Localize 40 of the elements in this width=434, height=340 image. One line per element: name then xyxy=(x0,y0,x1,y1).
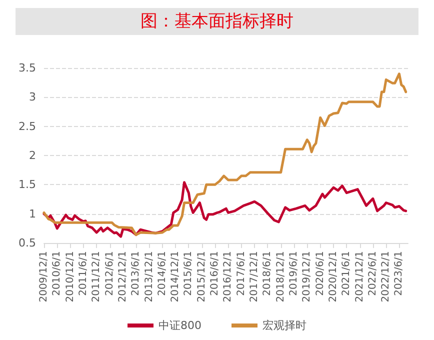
x-tick-label: 2014/6/1 xyxy=(156,251,168,296)
x-tick-label: 2009/12/1 xyxy=(38,251,50,302)
x-tick-label: 2020/6/1 xyxy=(314,251,326,296)
x-tick-label: 2016/12/1 xyxy=(222,251,234,302)
x-tick-label: 2011/12/1 xyxy=(91,251,102,302)
line-series xyxy=(42,72,408,236)
x-tick-label: 2017/12/1 xyxy=(249,251,260,302)
x-tick-label: 2022/6/1 xyxy=(367,251,378,296)
x-tick-label: 2010/12/1 xyxy=(64,251,76,302)
y-tick-label: 1 xyxy=(29,207,36,220)
x-tick-label: 2019/12/1 xyxy=(302,251,313,302)
x-tick-label: 2013/6/1 xyxy=(130,251,142,296)
x-tick-label: 2018/6/1 xyxy=(262,251,274,296)
y-tick-label: 2 xyxy=(29,149,36,162)
x-tick-label: 2010/6/1 xyxy=(52,251,63,296)
x-tick-label: 2023/6/1 xyxy=(394,251,405,296)
x-tick-label: 2015/6/1 xyxy=(183,251,194,296)
y-tick-label: 2.5 xyxy=(18,120,36,133)
legend-label: 中证800 xyxy=(158,319,202,332)
x-tick-label: 2012/12/1 xyxy=(117,251,128,302)
chart-title: 图：基本面指标择时 xyxy=(140,12,294,32)
x-tick-label: 2015/12/1 xyxy=(196,251,208,302)
x-tick-label: 2019/6/1 xyxy=(288,251,300,296)
x-tick-label: 2021/6/1 xyxy=(341,251,352,296)
x-tick-label: 2022/12/1 xyxy=(380,251,392,302)
y-tick-label: 3 xyxy=(29,90,36,104)
x-tick-label: 2013/12/1 xyxy=(144,251,155,302)
x-tick-label: 2016/6/1 xyxy=(210,251,221,296)
x-tick-label: 2011/6/1 xyxy=(78,251,89,296)
x-tick-label: 2012/6/1 xyxy=(104,251,116,296)
y-tick-label: 1.5 xyxy=(18,178,36,192)
legend-label: 宏观择时 xyxy=(262,319,306,332)
y-tick-label: 3.5 xyxy=(18,62,36,74)
x-tick-label: 2018/12/1 xyxy=(275,251,286,302)
y-tick-label: 0.5 xyxy=(18,236,36,250)
x-tick-label: 2020/12/1 xyxy=(328,251,339,302)
x-tick-label: 2014/12/1 xyxy=(170,251,182,302)
line-series xyxy=(42,181,408,238)
x-tick-label: 2021/12/1 xyxy=(354,251,366,302)
x-tick-label: 2017/6/1 xyxy=(236,251,247,296)
